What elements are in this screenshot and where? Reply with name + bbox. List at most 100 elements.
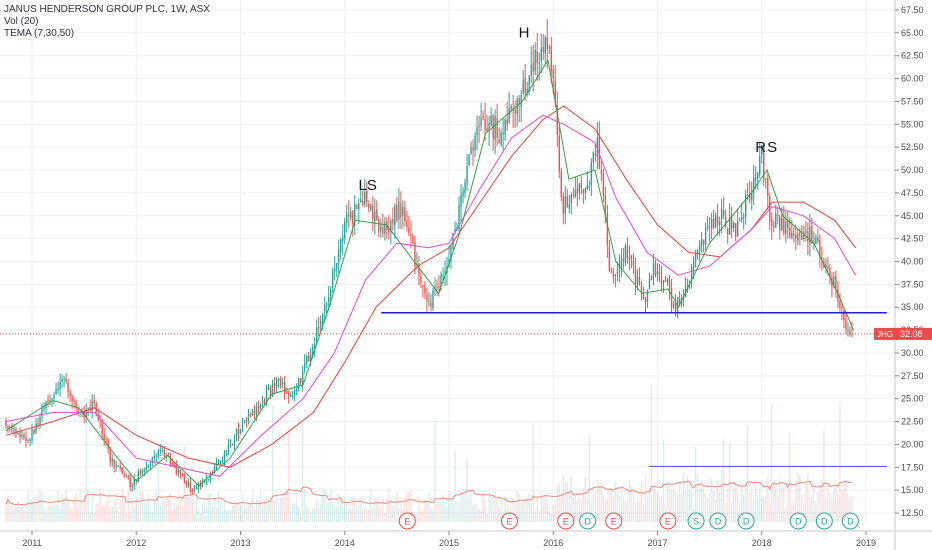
candle-body xyxy=(432,290,434,309)
volume-bar xyxy=(592,485,595,522)
y-tick-label: 57.50 xyxy=(901,96,924,106)
volume-bar xyxy=(616,485,619,522)
event-badge-split[interactable]: S xyxy=(687,512,705,530)
candle xyxy=(19,427,21,444)
candle-body xyxy=(741,217,743,219)
candle xyxy=(43,402,45,412)
volume-bar xyxy=(175,505,178,522)
event-badge-dividend[interactable]: D xyxy=(815,512,833,530)
candle-body xyxy=(442,275,444,277)
event-badge-earnings[interactable]: E xyxy=(500,512,518,530)
y-tick-label: 17.50 xyxy=(901,462,924,472)
drawings: LS H R S xyxy=(0,24,895,467)
x-tick-label: 2015 xyxy=(439,538,459,548)
event-badge-earnings[interactable]: E xyxy=(557,512,575,530)
volume-bar xyxy=(81,500,83,522)
candle xyxy=(247,408,250,425)
time-axis-panel[interactable] xyxy=(0,531,932,550)
candle-body xyxy=(755,177,757,180)
volume-bar xyxy=(460,490,462,522)
candle xyxy=(608,240,611,273)
candle xyxy=(594,144,597,162)
candle-body xyxy=(141,470,143,474)
event-badge-dividend[interactable]: D xyxy=(737,512,755,530)
price-axis-panel[interactable] xyxy=(895,0,932,550)
candle xyxy=(568,194,570,214)
candle-body xyxy=(173,463,176,465)
volume-bar xyxy=(223,497,226,522)
candle xyxy=(370,203,372,212)
candle-body xyxy=(841,307,843,310)
pattern-annotation[interactable]: S xyxy=(767,139,777,156)
event-badge-earnings[interactable]: E xyxy=(398,512,416,530)
candle xyxy=(596,121,599,170)
volume-bar xyxy=(789,432,791,522)
candle xyxy=(666,277,669,286)
volume-bar xyxy=(596,479,599,522)
candle xyxy=(660,265,663,292)
volume-bar xyxy=(157,442,160,522)
candle xyxy=(263,397,266,406)
volume-bar xyxy=(265,495,268,522)
event-badge-earnings[interactable]: E xyxy=(659,512,677,530)
candle-body xyxy=(145,466,147,470)
candle-body xyxy=(115,466,117,468)
candle xyxy=(315,319,318,344)
event-badge-dividend[interactable]: D xyxy=(841,512,859,530)
volume-bar xyxy=(728,442,731,522)
volume-bar xyxy=(147,493,149,522)
candle-body xyxy=(534,49,536,72)
price-badge-bg xyxy=(896,327,932,340)
volume-bar xyxy=(311,509,314,522)
candle xyxy=(618,254,621,283)
candle-body xyxy=(177,469,180,474)
candle-body xyxy=(775,213,777,227)
candle-body xyxy=(560,171,562,198)
event-badge-dividend[interactable]: D xyxy=(579,512,597,530)
volume-bar xyxy=(799,474,801,522)
candle-body xyxy=(732,223,735,228)
candle-body xyxy=(299,378,302,383)
candle xyxy=(61,374,63,388)
volume-bar xyxy=(500,500,502,522)
candle-body xyxy=(656,270,659,275)
volume-bar xyxy=(57,490,59,522)
candle xyxy=(590,158,593,197)
volume-bar xyxy=(736,491,739,522)
x-tick-label: 2018 xyxy=(752,538,772,548)
candle-body xyxy=(364,192,366,205)
event-badge-earnings[interactable]: E xyxy=(605,512,623,530)
volume-bar xyxy=(847,493,849,522)
candle-body xyxy=(370,204,372,211)
volume-bar xyxy=(239,506,242,522)
event-badge-dividend[interactable]: D xyxy=(709,512,727,530)
candle-body xyxy=(237,428,240,435)
candle-body xyxy=(153,456,155,459)
event-badge-dividend[interactable]: D xyxy=(789,512,807,530)
pattern-annotation[interactable]: R xyxy=(755,139,766,156)
volume-bar xyxy=(177,503,180,522)
candle xyxy=(408,216,410,237)
candle xyxy=(301,365,304,392)
candle-body xyxy=(580,182,583,189)
candle xyxy=(726,227,729,244)
candle xyxy=(556,91,558,147)
candle-body xyxy=(309,354,312,362)
candle-body xyxy=(73,400,75,402)
candle xyxy=(267,384,270,391)
pattern-annotation[interactable]: H xyxy=(519,24,530,41)
candle xyxy=(378,216,380,238)
candle-body xyxy=(69,392,71,397)
candle xyxy=(352,210,354,237)
candle-body xyxy=(524,78,526,94)
candle xyxy=(145,461,147,473)
candle xyxy=(700,232,703,253)
candle xyxy=(418,255,420,286)
pattern-annotation[interactable]: LS xyxy=(359,177,377,194)
candle-body xyxy=(249,413,252,416)
candle xyxy=(620,248,623,277)
candle-body xyxy=(376,209,378,220)
candle xyxy=(338,239,340,275)
candle-body xyxy=(765,178,767,180)
